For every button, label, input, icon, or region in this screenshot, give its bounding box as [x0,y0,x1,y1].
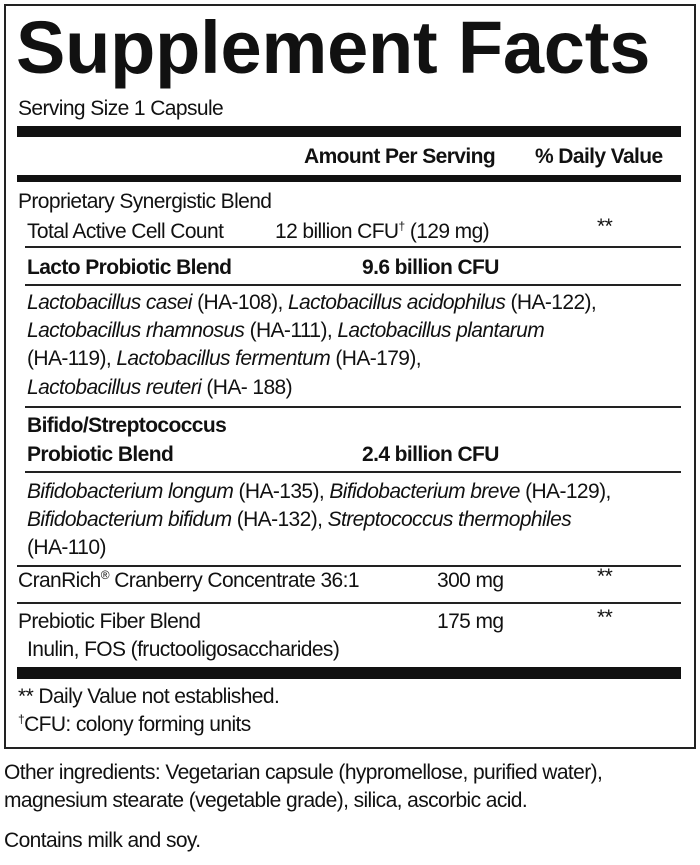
strain-line: (HA-110) [27,535,106,561]
footnote-cfu-text: CFU: colony forming units [24,713,251,736]
divider-thick [17,667,681,679]
supplement-facts-panel [4,4,696,749]
strain-name: Bifidobacterium longum [27,480,234,503]
strain-name: Bifidobacterium breve [329,480,520,503]
divider-thin [25,406,681,408]
total-cell-count-amount: 12 billion CFU† (129 mg) [275,219,490,245]
strain-name: Lactobacillus reuteri [27,376,202,399]
prebiotic-sub: Inulin, FOS (fructooligosaccharides) [27,638,340,661]
bifido-blend-label-1: Bifido/Streptococcus [27,414,227,437]
cranrich-label: CranRich® Cranberry Concentrate 36:1 [18,568,360,594]
strain-code: (HA-132), [231,508,328,531]
strain-line: Lactobacillus reuteri (HA- 188) [27,375,293,401]
strain-line: Lactobacillus rhamnosus (HA-111), Lactob… [27,318,545,344]
divider-thick [17,126,681,137]
prebiotic-amount: 175 mg [437,610,504,633]
strain-name: Lactobacillus rhamnosus [27,319,245,342]
amount-mg: (129 mg) [404,220,490,243]
amount-text: 12 billion CFU [275,220,399,243]
divider-thin [17,565,681,567]
divider-thin [25,471,681,473]
strain-code: (HA-135), [233,480,330,503]
strain-code: (HA-122), [505,291,597,314]
proprietary-blend-label: Proprietary Synergistic Blend [18,190,272,213]
footnote-dv: ** Daily Value not established. [18,685,280,708]
other-ingredients-2: magnesium stearate (vegetable grade), si… [4,789,528,812]
strain-code: (HA-129), [519,480,611,503]
total-cell-count-label: Total Active Cell Count [27,220,224,243]
lacto-blend-label: Lacto Probiotic Blend [27,256,232,279]
footnote-cfu: †CFU: colony forming units [18,712,251,738]
cranrich-amount: 300 mg [437,569,504,592]
strain-code: (HA- 188) [201,376,293,399]
strain-name: Bifidobacterium bifidum [27,508,232,531]
strain-code: (HA-111), [244,319,338,342]
strain-line: (HA-119), Lactobacillus fermentum (HA-17… [27,346,422,372]
header-daily-value: % Daily Value [535,145,663,168]
strain-name: Lactobacillus fermentum [116,347,331,370]
strain-line: Bifidobacterium longum (HA-135), Bifidob… [27,479,611,505]
dagger-mark: † [18,712,25,726]
strain-name: Lactobacillus plantarum [337,319,545,342]
prebiotic-label: Prebiotic Fiber Blend [18,610,201,633]
strain-code: (HA-108), [191,291,288,314]
divider-thick [17,175,681,182]
panel-title: Supplement Facts [16,6,651,89]
prebiotic-dv: ** [597,606,613,629]
strain-name: Streptococcus thermophiles [327,508,572,531]
strain-name: Lactobacillus acidophilus [287,291,506,314]
cranrich-dv: ** [597,565,613,588]
dagger-mark: † [398,219,406,233]
strain-name: Lactobacillus casei [27,291,192,314]
bifido-blend-label-2: Probiotic Blend [27,443,174,466]
cranrich-desc: Cranberry Concentrate 36:1 [108,569,359,592]
strain-code: (HA-110) [27,536,106,559]
divider-thin [17,602,681,604]
lacto-blend-amount: 9.6 billion CFU [362,256,499,279]
divider-thin [25,284,681,286]
divider-thin [25,246,681,248]
registered-mark: ® [100,568,110,582]
total-cell-count-dv: ** [597,215,613,238]
other-ingredients-1: Other ingredients: Vegetarian capsule (h… [4,761,603,784]
cranrich-name: CranRich [18,569,101,592]
serving-size: Serving Size 1 Capsule [18,97,224,120]
allergen-statement: Contains milk and soy. [4,829,201,852]
header-amount: Amount Per Serving [304,145,496,168]
strain-line: Lactobacillus casei (HA-108), Lactobacil… [27,290,597,316]
strain-code: (HA-119), [27,347,117,370]
bifido-blend-amount: 2.4 billion CFU [362,443,499,466]
strain-code: (HA-179), [330,347,421,370]
strain-line: Bifidobacterium bifidum (HA-132), Strept… [27,507,572,533]
